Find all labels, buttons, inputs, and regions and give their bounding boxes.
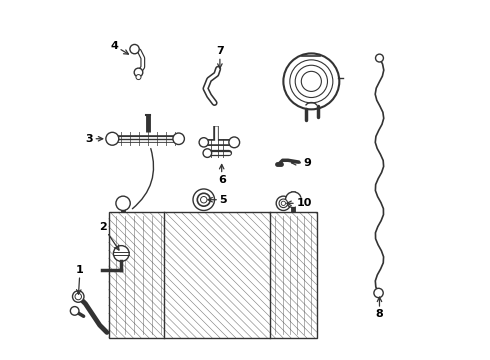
Circle shape <box>374 288 383 298</box>
Bar <box>109 212 317 338</box>
Circle shape <box>134 68 143 77</box>
Text: 4: 4 <box>110 41 128 54</box>
Circle shape <box>276 196 291 211</box>
Circle shape <box>193 189 215 211</box>
Text: 7: 7 <box>216 46 224 68</box>
Circle shape <box>229 137 240 148</box>
Circle shape <box>116 196 130 211</box>
Circle shape <box>113 246 129 261</box>
Circle shape <box>283 53 339 109</box>
Text: 6: 6 <box>218 165 225 185</box>
Circle shape <box>375 54 383 62</box>
Circle shape <box>200 197 207 203</box>
Circle shape <box>136 75 141 80</box>
Circle shape <box>197 193 210 206</box>
Circle shape <box>75 293 81 300</box>
Text: 8: 8 <box>376 297 383 319</box>
Text: 3: 3 <box>85 134 103 144</box>
Text: 5: 5 <box>208 195 227 205</box>
Circle shape <box>286 192 301 208</box>
Circle shape <box>281 201 286 206</box>
Text: 1: 1 <box>76 265 84 294</box>
Circle shape <box>71 307 79 315</box>
Text: 2: 2 <box>99 222 119 250</box>
Circle shape <box>199 138 208 147</box>
Circle shape <box>279 199 288 208</box>
Circle shape <box>106 132 119 145</box>
Circle shape <box>203 149 212 157</box>
Circle shape <box>173 133 184 144</box>
Text: 9: 9 <box>292 158 312 168</box>
Text: 10: 10 <box>287 198 312 208</box>
Circle shape <box>130 44 139 54</box>
Circle shape <box>73 291 84 302</box>
